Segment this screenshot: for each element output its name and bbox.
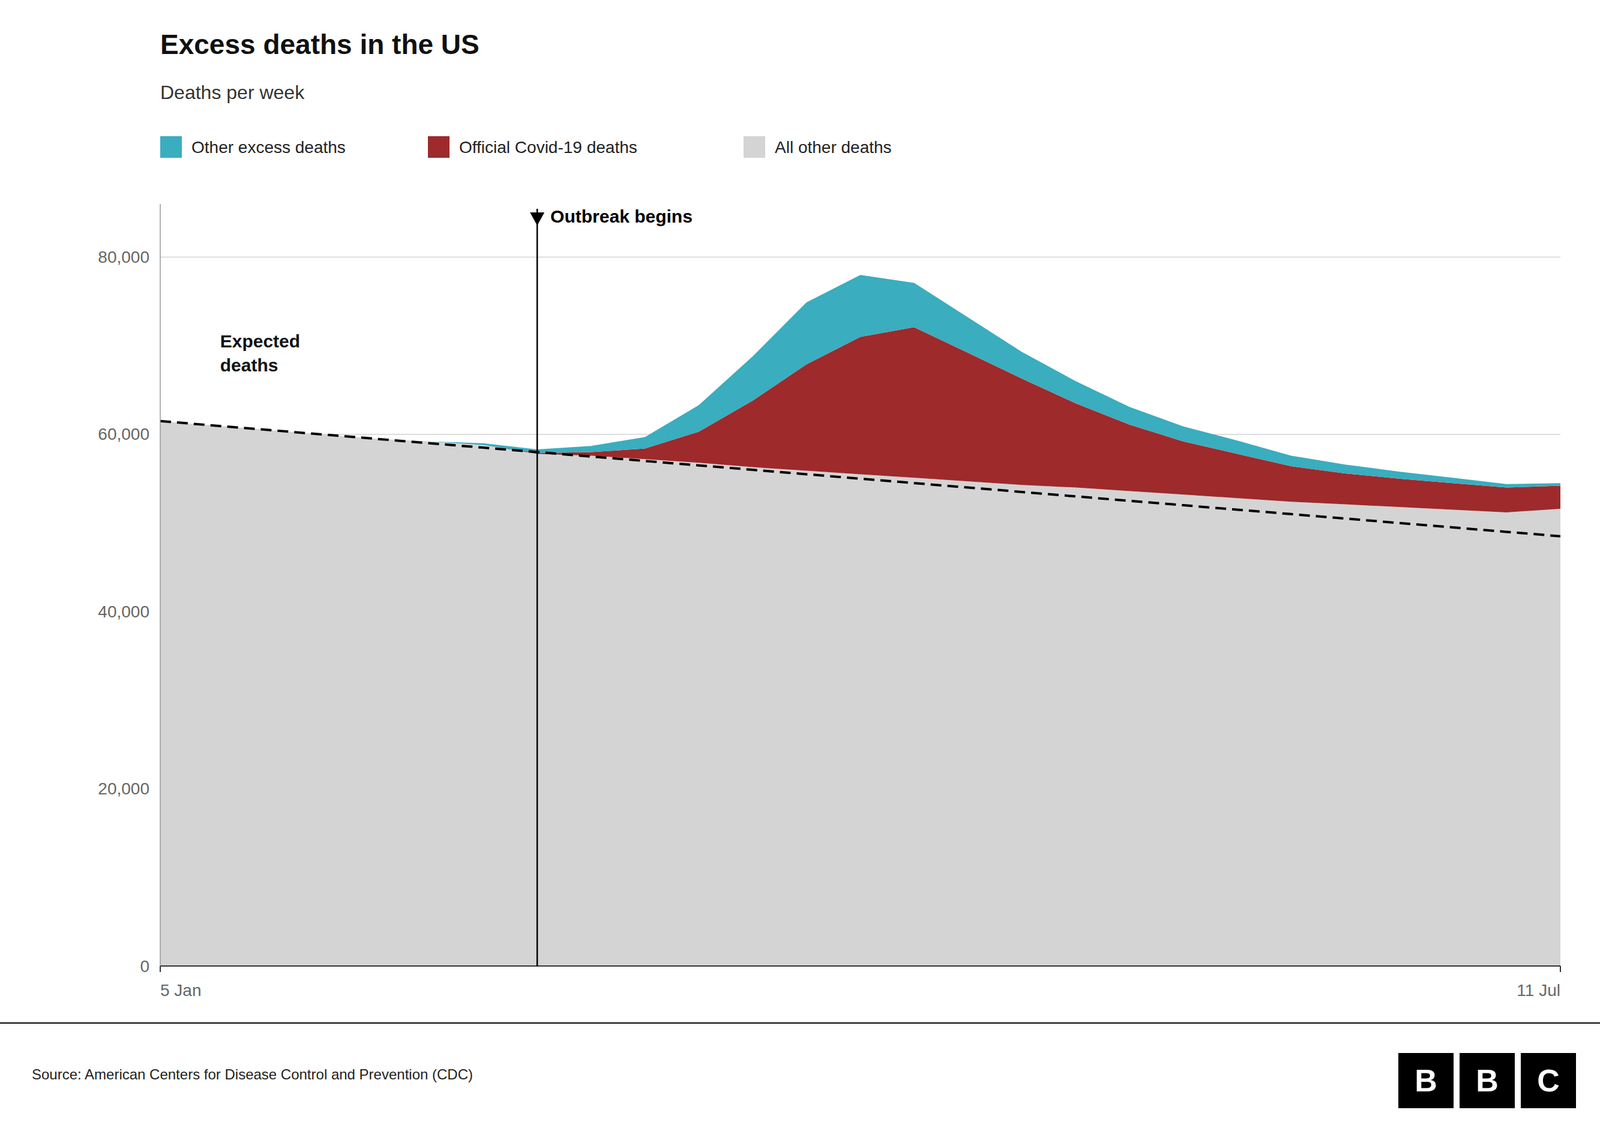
logo-letter: B: [1414, 1063, 1438, 1099]
annotation-label: Outbreak begins: [550, 206, 693, 227]
legend-label: All other deaths: [774, 138, 892, 157]
legend-swatch: [743, 136, 766, 158]
logo-letter: C: [1536, 1063, 1560, 1099]
subtitle: Deaths per week: [160, 81, 305, 104]
annotation-arrow: [529, 212, 545, 226]
logo-box: [1398, 1053, 1454, 1109]
logo-letter: B: [1475, 1063, 1499, 1099]
legend-label: Other excess deaths: [191, 138, 346, 157]
title: Excess deaths in the US: [160, 28, 480, 61]
grid-line: [160, 965, 1561, 967]
grid: [160, 257, 1561, 967]
chart: Excess deaths in the US Deaths per week Ot…: [0, 0, 1600, 1125]
annotation-line: [536, 208, 539, 967]
y-tick-label: 20,000: [97, 779, 150, 799]
x-tick: [159, 966, 161, 973]
y-tick-label: 60,000: [97, 424, 150, 444]
x-axis: [160, 965, 1561, 967]
line: [160, 421, 1561, 537]
x-tick-label: 5 Jan: [160, 981, 202, 1000]
y-axis: [159, 204, 161, 967]
source: Source: American Centers for Disease Con…: [31, 1066, 473, 1083]
line-label: Expected deaths: [220, 331, 301, 376]
grid-line: [160, 256, 1561, 259]
logo-box: [1459, 1053, 1515, 1109]
plot-marks: [160, 274, 1561, 967]
x-tick: [1559, 966, 1561, 973]
y-tick-label: 40,000: [97, 602, 150, 622]
legend-swatch: [160, 136, 182, 158]
line-label-part: deaths: [220, 355, 279, 376]
background: [0, 0, 1600, 1125]
separator: [0, 1022, 1600, 1024]
area: [160, 327, 1561, 513]
logo: BBC: [1398, 1053, 1576, 1109]
legend: Other excess deaths Official Covid-19 dea…: [160, 136, 892, 158]
logo-box: [1520, 1053, 1576, 1109]
area: [160, 274, 1561, 488]
x-tick-label: 11 Jul: [1516, 981, 1561, 1000]
legend-swatch: [427, 136, 450, 158]
y-tick-label: 0: [139, 957, 150, 976]
y-tick-label: 80,000: [97, 247, 150, 267]
legend-label: Official Covid-19 deaths: [459, 138, 638, 157]
line-label-part: Expected: [220, 331, 301, 352]
